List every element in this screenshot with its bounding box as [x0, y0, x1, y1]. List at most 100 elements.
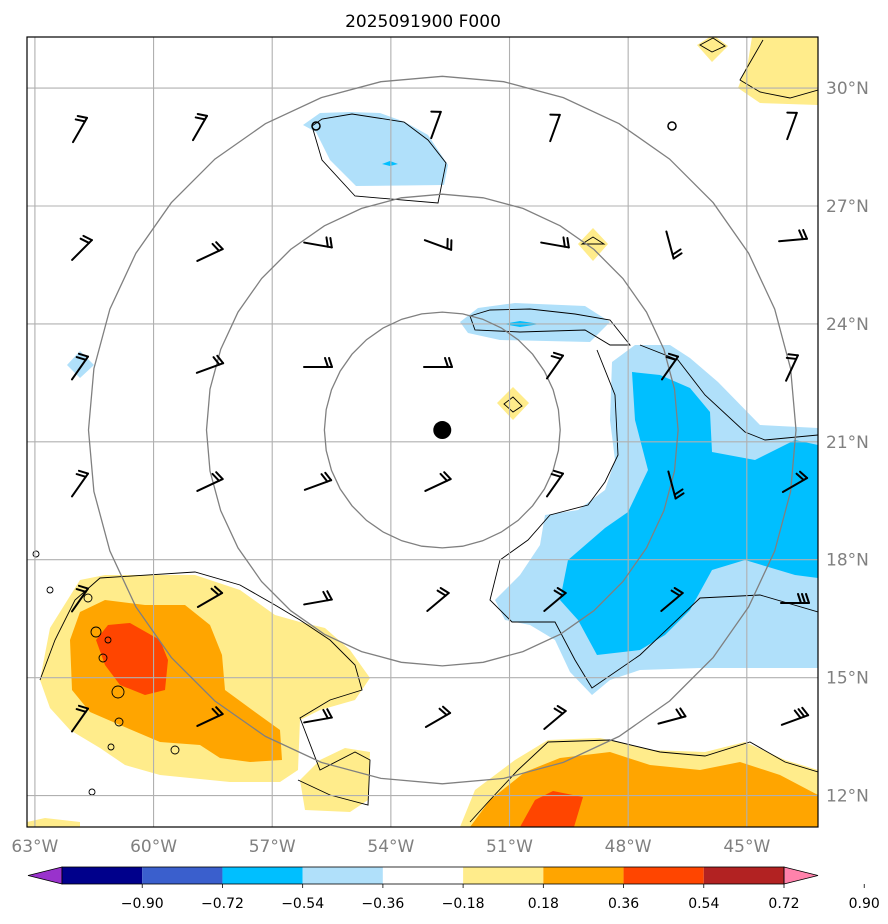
calm-marker-2	[667, 121, 677, 131]
wind-barb	[196, 241, 224, 262]
wind-barb	[660, 587, 684, 612]
wind-barb	[303, 471, 333, 491]
wind-barb	[303, 236, 333, 249]
contour-coast-11	[107, 743, 115, 751]
colorbar-swatch	[703, 867, 784, 884]
lat-tick-label: 12°N	[826, 787, 869, 807]
colorbar-labels: −0.90 −0.72 −0.54 −0.36 −0.18 0.18 0.36 0.54 0.7…	[121, 896, 880, 912]
contour-ne-small	[699, 37, 726, 53]
colorbar-extend-high	[783, 866, 819, 885]
lon-tick-label: 60°W	[130, 837, 177, 857]
range-ring	[323, 311, 561, 549]
contour-coast-5	[114, 717, 124, 727]
fill-diamond-2	[497, 387, 529, 420]
wind-barb	[660, 352, 680, 381]
wind-barb	[70, 584, 90, 613]
colorbar-swatch	[302, 867, 383, 884]
contour-coast-8	[46, 586, 54, 594]
lon-tick-label: 48°W	[605, 837, 652, 857]
latitude-labels: 12°N 15°N 18°N 21°N 24°N 27°N 30°N	[826, 79, 869, 806]
wind-barb	[424, 471, 452, 492]
wind-barbs	[70, 110, 810, 733]
fill-ne-yellow	[738, 37, 818, 105]
lon-tick-label: 63°W	[11, 837, 58, 857]
colorbar-tick-label: −0.18	[442, 896, 485, 912]
lat-tick-label: 27°N	[826, 197, 869, 217]
wind-barb	[540, 236, 570, 249]
lat-tick-label: 24°N	[826, 315, 869, 335]
colorbar-tick-label: −0.90	[121, 896, 164, 912]
wind-barb	[780, 706, 810, 726]
lat-tick-label: 18°N	[826, 551, 869, 571]
wind-barb	[71, 234, 93, 261]
colorbar-extend-low	[27, 866, 63, 885]
fill-s-red	[520, 791, 583, 827]
lon-tick-label: 45°W	[723, 837, 770, 857]
wind-barb	[549, 113, 561, 143]
map-area	[27, 37, 818, 827]
fill-sw-red	[96, 623, 168, 695]
contour-ne	[739, 39, 818, 99]
wind-barb	[72, 114, 88, 144]
contour-coast-4	[170, 745, 180, 755]
wind-barb	[780, 593, 810, 604]
wind-barb	[543, 587, 567, 612]
range-ring	[87, 75, 797, 785]
contour-coast-7	[88, 788, 96, 796]
wind-barb	[430, 110, 442, 140]
colorbar-tick-label: 0.72	[768, 896, 799, 912]
wind-barb	[423, 357, 453, 368]
contour-east-2	[639, 344, 818, 441]
calm-marker-1	[311, 121, 321, 131]
fill-west-blue	[67, 351, 94, 378]
wind-barb	[70, 352, 90, 381]
colorbar-swatch	[222, 867, 303, 884]
wind-barb	[786, 111, 798, 141]
contour-east	[489, 349, 818, 689]
lat-tick-label: 15°N	[826, 669, 869, 689]
wind-barb	[785, 353, 799, 382]
colorbar-tick-label: 0.54	[688, 896, 719, 912]
fill-top-blue-dot	[382, 161, 398, 166]
contour-diamond-1	[580, 236, 606, 245]
wind-barb	[665, 230, 683, 260]
wind-barb	[196, 471, 224, 492]
wind-barb	[192, 112, 208, 142]
colorbar-tick-label: −0.36	[361, 896, 404, 912]
contour-coast-3	[104, 636, 112, 644]
wind-barb	[781, 470, 809, 493]
contour-coast-1	[90, 626, 102, 638]
colorbar-tick-label: 0.18	[528, 896, 559, 912]
contour-coast-6	[83, 593, 93, 603]
wind-barb	[196, 585, 224, 608]
colorbar-tick-label: −0.72	[201, 896, 244, 912]
wind-barb	[423, 237, 453, 251]
range-rings	[87, 75, 797, 785]
fill-bl-yellow	[27, 818, 80, 827]
wind-barb	[543, 705, 567, 730]
wind-barb	[70, 469, 90, 498]
lat-tick-label: 21°N	[826, 433, 869, 453]
wind-barb	[657, 707, 687, 725]
fill-east-blue-deep	[560, 372, 818, 655]
wind-barb	[196, 706, 224, 727]
colorbar-swatch	[382, 867, 464, 884]
wind-barb	[195, 354, 225, 374]
colorbar-swatch	[62, 867, 143, 884]
contour-top	[311, 113, 447, 204]
wind-barb	[667, 470, 685, 500]
fill-band-blue	[460, 303, 610, 342]
storm-center-marker	[433, 421, 452, 440]
colorbar-tick-label: 0.36	[608, 896, 639, 912]
wind-barb	[303, 357, 333, 368]
graticule	[27, 37, 818, 827]
fill-top-blue	[303, 112, 448, 186]
lat-tick-label: 30°N	[826, 79, 869, 99]
contour-coast-2	[111, 685, 125, 699]
colorbar-swatch	[543, 867, 624, 884]
colorbar-swatch	[142, 867, 223, 884]
contour-s	[469, 739, 818, 823]
fill-ne-small-yellow	[697, 37, 728, 62]
colorbar-frame	[61, 866, 785, 885]
anomaly-fills	[27, 37, 818, 827]
